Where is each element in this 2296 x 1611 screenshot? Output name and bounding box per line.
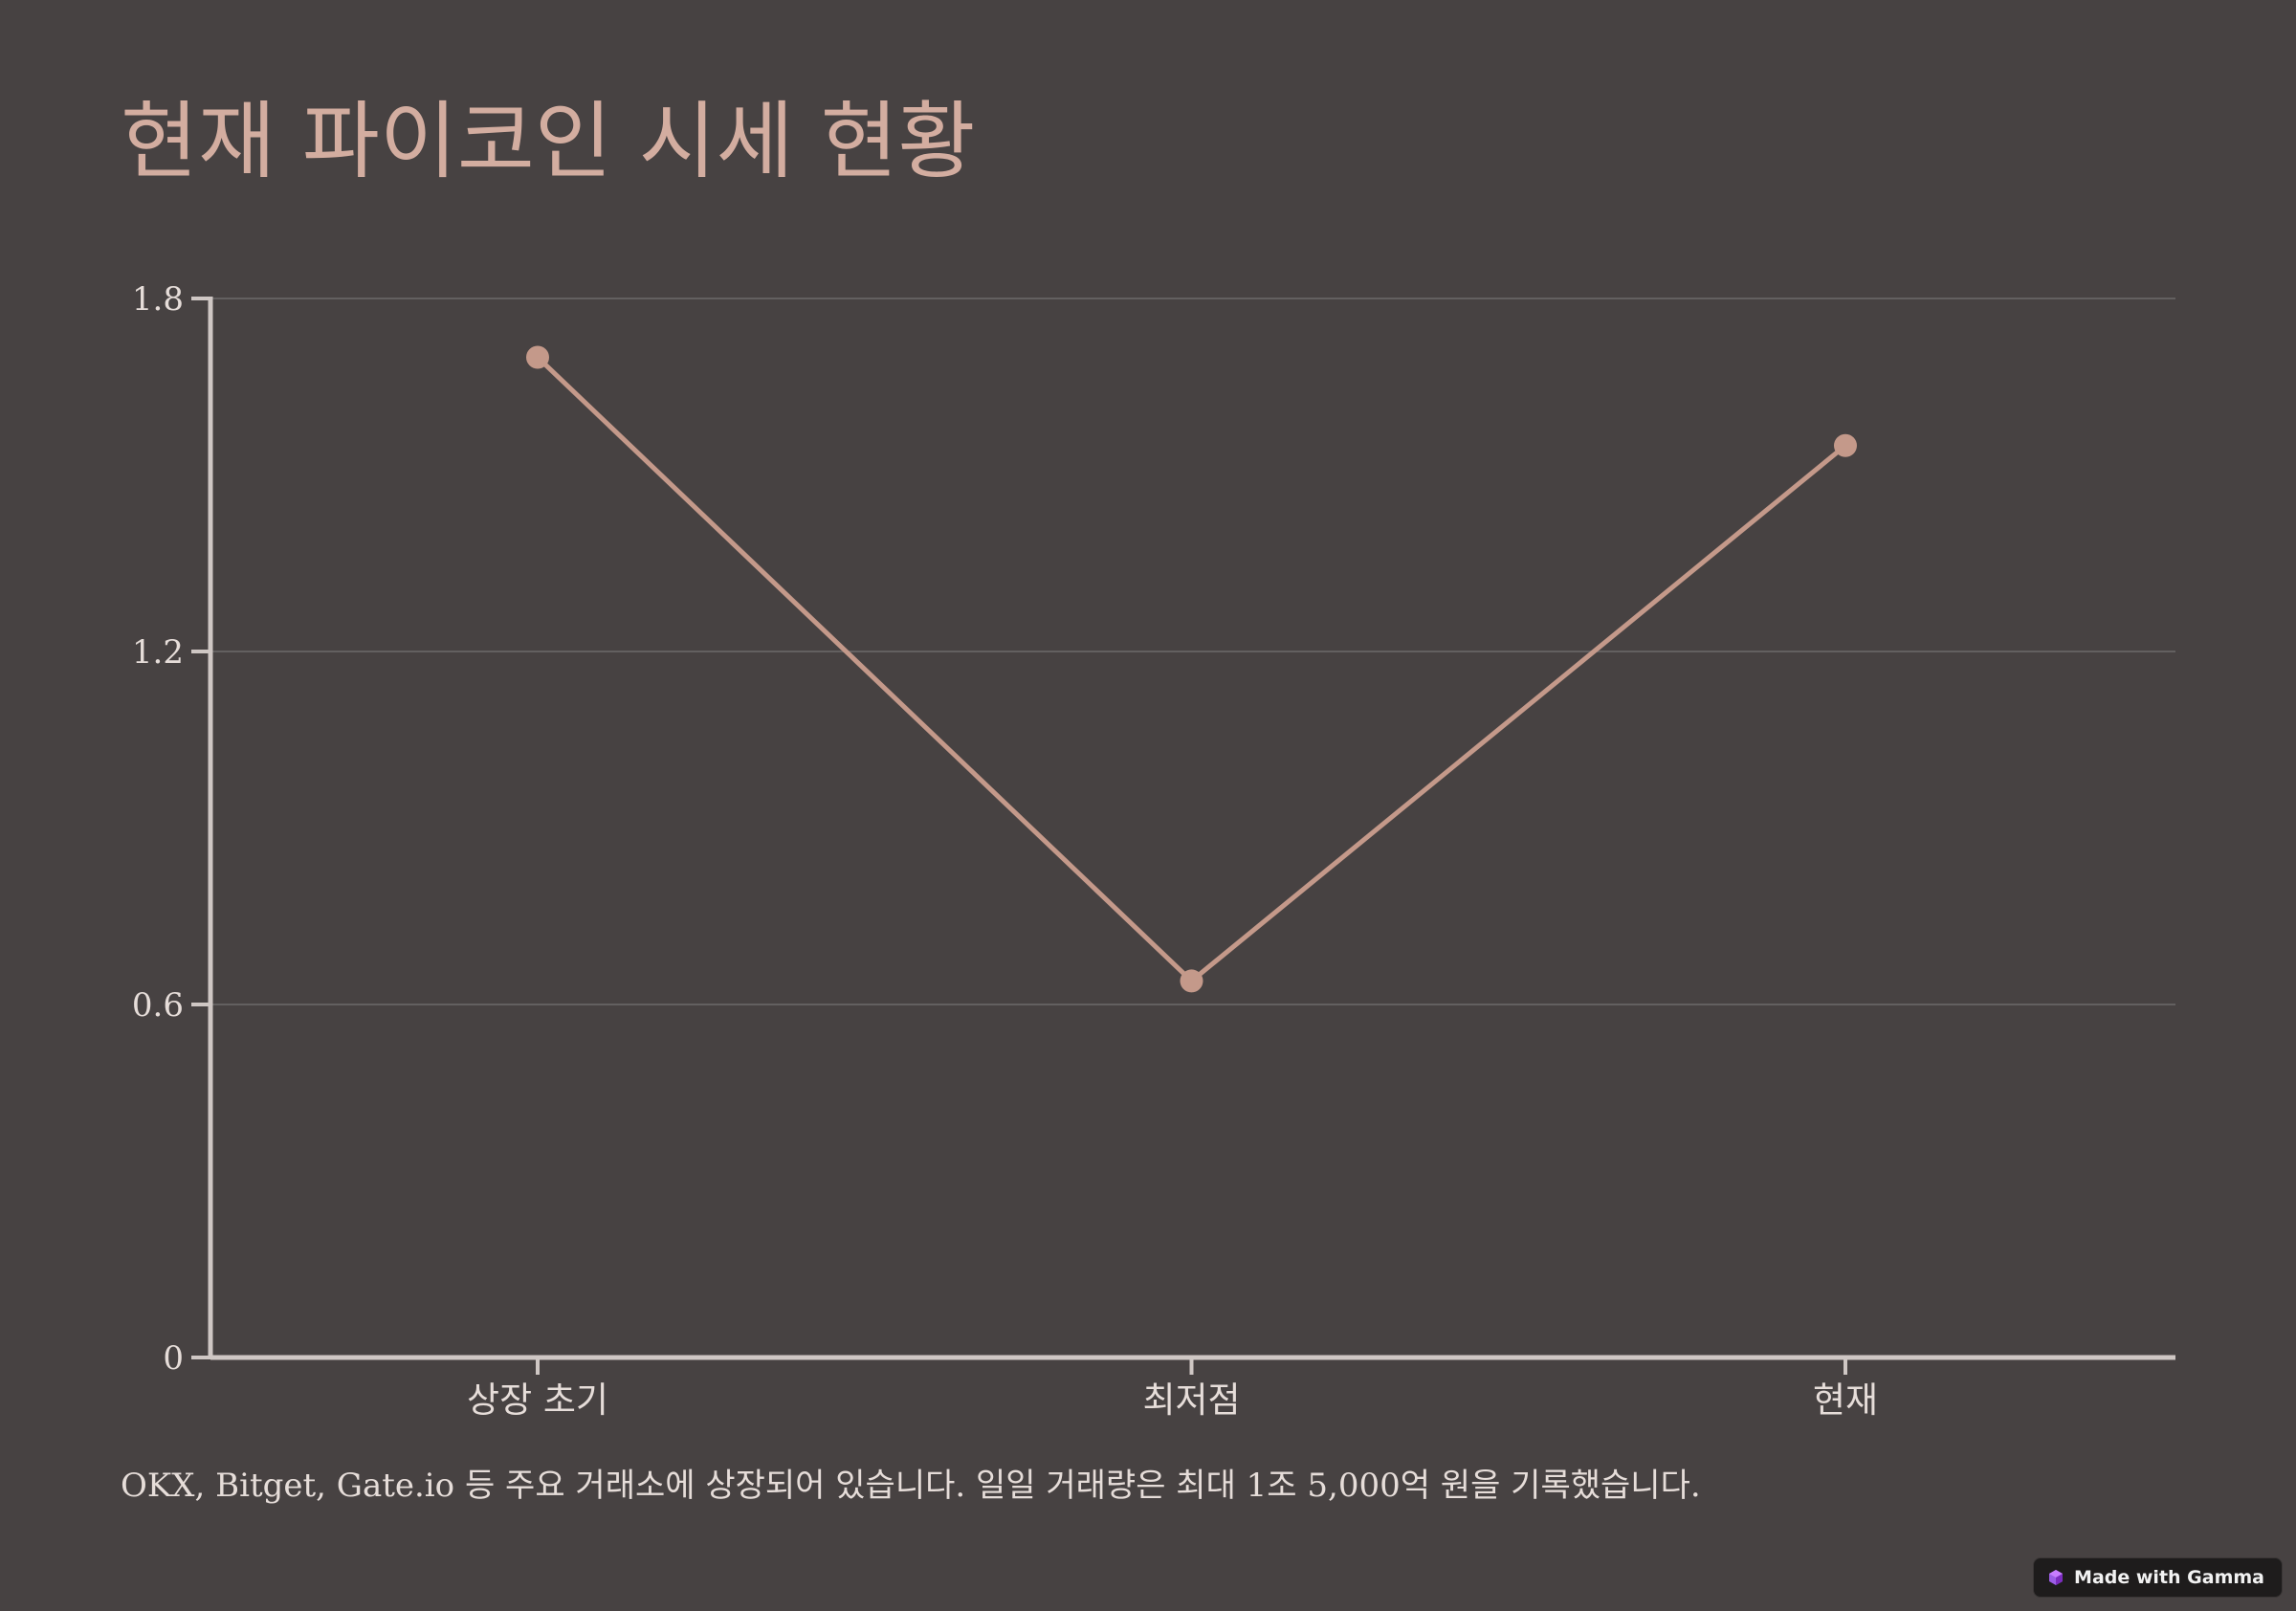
x-tick-label: 현재 bbox=[1813, 1379, 1878, 1421]
y-tick-label: 0.6 bbox=[132, 986, 184, 1025]
badge-label: Made with Gamma bbox=[2074, 1567, 2264, 1588]
data-point bbox=[526, 345, 549, 369]
y-tick-label: 0 bbox=[163, 1339, 184, 1378]
gridlines bbox=[210, 298, 2175, 1005]
x-tick-labels: 상장 초기 최저점 현재 bbox=[467, 1379, 1878, 1421]
x-tick-label: 최저점 bbox=[1142, 1379, 1240, 1421]
y-tick-label: 1.2 bbox=[132, 633, 184, 672]
y-tick-labels: 1.8 1.2 0.6 0 bbox=[132, 280, 184, 1378]
y-tick-label: 1.8 bbox=[132, 280, 184, 319]
series bbox=[526, 345, 1857, 993]
slide-title: 현재 파이코인 시세 현황 bbox=[121, 92, 976, 190]
data-point bbox=[1180, 969, 1203, 993]
data-point bbox=[1834, 433, 1857, 457]
x-tick-label: 상장 초기 bbox=[467, 1379, 608, 1421]
gamma-logo-icon bbox=[2049, 1570, 2064, 1585]
axes bbox=[191, 297, 2175, 1375]
series-line-0 bbox=[536, 355, 1847, 983]
made-with-gamma-badge[interactable]: Made with Gamma bbox=[2033, 1557, 2283, 1598]
caption-text: OKX, Bitget, Gate.io 등 주요 거래소에 상장되어 있습니다… bbox=[121, 1467, 1701, 1505]
